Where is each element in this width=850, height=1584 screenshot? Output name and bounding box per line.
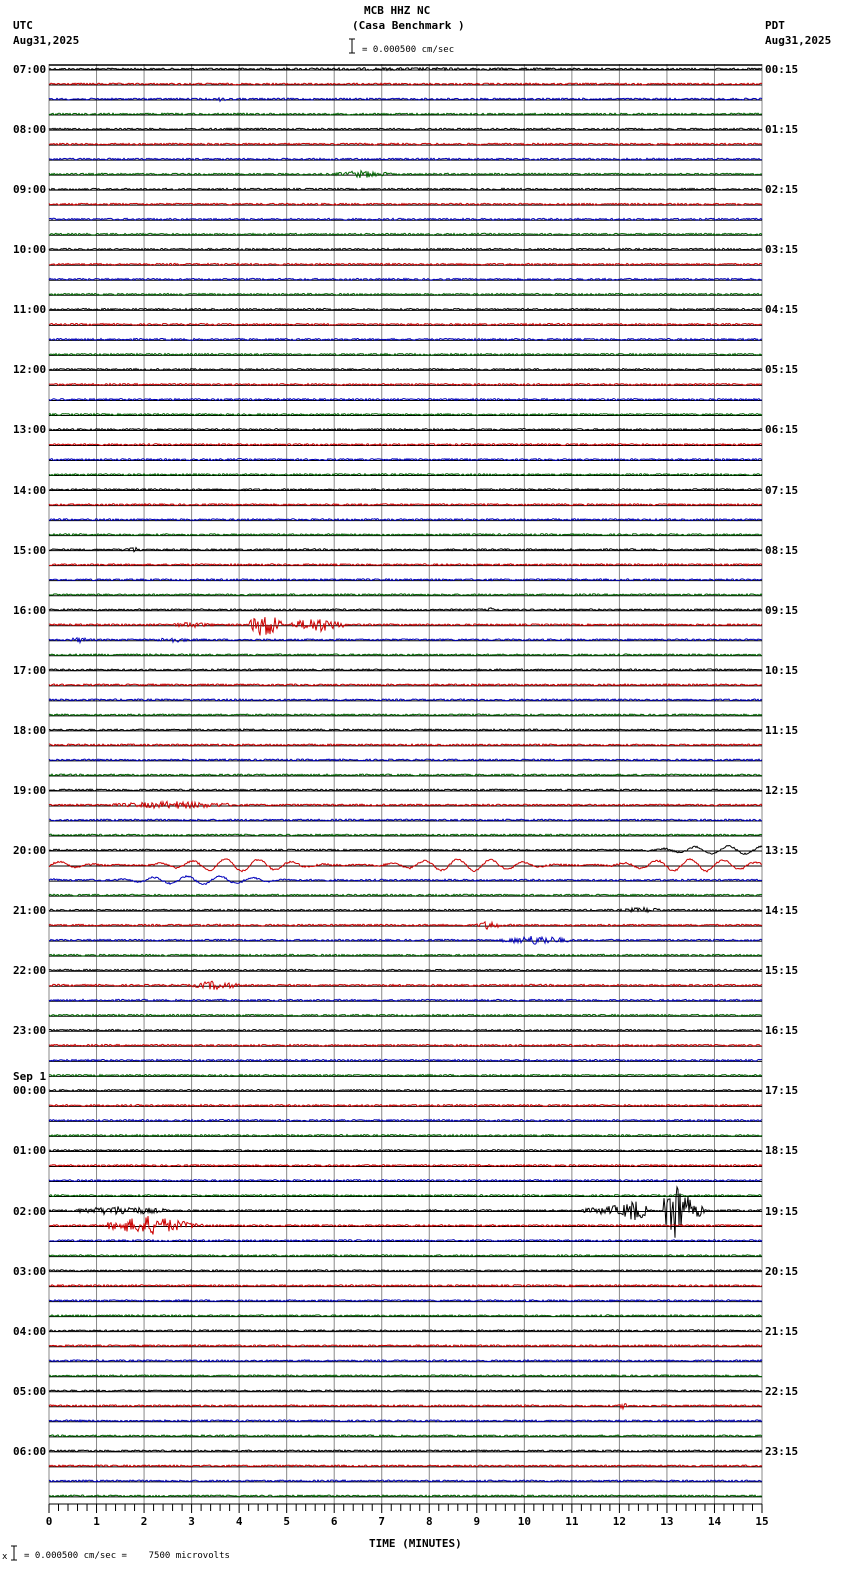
right-hour-label: 04:15 — [765, 303, 799, 317]
x-tick-label: 8 — [425, 1515, 433, 1528]
left-hour-label: 04:00 — [13, 1324, 47, 1338]
x-tick-label: 4 — [235, 1515, 243, 1528]
left-hour-label: 18:00 — [13, 723, 47, 737]
right-hour-label: 18:15 — [765, 1144, 799, 1158]
left-date: Aug31,2025 — [13, 34, 80, 47]
left-hour-label: 13:00 — [13, 423, 47, 437]
right-hour-label: 15:15 — [765, 964, 799, 978]
right-hour-label: 05:15 — [765, 363, 799, 377]
right-hour-label: 23:15 — [765, 1444, 799, 1458]
right-hour-label: 22:15 — [765, 1384, 799, 1398]
footer-scale-text: = 0.000500 cm/sec = 7500 microvolts — [24, 1551, 230, 1561]
right-hour-label: 08:15 — [765, 543, 799, 557]
left-hour-label: 09:00 — [13, 183, 47, 197]
left-hour-label: 14:00 — [13, 483, 47, 497]
x-tick-label: 11 — [565, 1515, 579, 1528]
left-hour-label: 11:00 — [13, 303, 47, 317]
right-hour-label: 07:15 — [765, 483, 799, 497]
right-date: Aug31,2025 — [765, 34, 832, 47]
left-hour-label: 20:00 — [13, 844, 47, 858]
left-hour-label: 15:00 — [13, 543, 47, 557]
footer-scale-bar-icon — [11, 1545, 17, 1561]
date-marker: Sep 1 — [13, 1070, 47, 1084]
left-hour-label: 17:00 — [13, 663, 47, 677]
left-hour-label: 05:00 — [13, 1384, 47, 1398]
left-hour-label: 03:00 — [13, 1264, 47, 1278]
right-hour-label: 02:15 — [765, 183, 799, 197]
left-hour-label: 21:00 — [13, 904, 47, 918]
right-hour-label: 06:15 — [765, 423, 799, 437]
x-tick-label: 0 — [45, 1515, 53, 1528]
left-hour-label: 01:00 — [13, 1144, 47, 1158]
x-tick-label: 2 — [140, 1515, 148, 1528]
left-hour-label: 08:00 — [13, 123, 47, 137]
right-hour-label: 16:15 — [765, 1024, 799, 1038]
right-hour-label: 03:15 — [765, 243, 799, 257]
left-hour-label: 16:00 — [13, 603, 47, 617]
left-hour-label: 10:00 — [13, 243, 47, 257]
right-hour-label: 00:15 — [765, 63, 799, 76]
right-hour-label: 14:15 — [765, 904, 799, 918]
left-hour-label: 07:00 — [13, 63, 47, 76]
scale-label: = 0.000500 cm/sec — [362, 45, 455, 55]
scale-bar-icon — [349, 38, 355, 54]
left-timezone: UTC — [13, 19, 33, 32]
right-hour-label: 20:15 — [765, 1264, 799, 1278]
x-tick-label: 9 — [473, 1515, 481, 1528]
x-tick-label: 14 — [707, 1515, 722, 1528]
x-tick-label: 13 — [660, 1515, 674, 1528]
left-hour-label: 23:00 — [13, 1024, 47, 1038]
right-hour-label: 17:15 — [765, 1084, 799, 1098]
footer-prefix: x — [2, 1552, 8, 1562]
left-hour-label: 19:00 — [13, 783, 47, 797]
x-tick-label: 10 — [517, 1515, 531, 1528]
x-tick-label: 15 — [755, 1515, 769, 1528]
left-hour-label: 02:00 — [13, 1204, 47, 1218]
x-tick-label: 6 — [330, 1515, 338, 1528]
right-timezone: PDT — [765, 19, 785, 32]
right-hour-label: 21:15 — [765, 1324, 799, 1338]
x-axis-title: TIME (MINUTES) — [369, 1537, 462, 1550]
left-hour-label: 00:00 — [13, 1084, 47, 1098]
left-hour-label: 06:00 — [13, 1444, 47, 1458]
right-hour-label: 01:15 — [765, 123, 799, 137]
right-hour-label: 12:15 — [765, 783, 799, 797]
x-tick-label: 1 — [93, 1515, 100, 1528]
station-location: (Casa Benchmark ) — [352, 19, 465, 32]
x-tick-label: 5 — [283, 1515, 290, 1528]
right-hour-label: 10:15 — [765, 663, 799, 677]
x-tick-label: 7 — [378, 1515, 386, 1528]
right-hour-label: 13:15 — [765, 844, 799, 858]
x-tick-label: 12 — [612, 1515, 627, 1528]
station-title: MCB HHZ NC — [364, 4, 431, 17]
left-hour-label: 22:00 — [13, 964, 47, 978]
right-hour-label: 11:15 — [765, 723, 799, 737]
x-tick-label: 3 — [188, 1515, 195, 1528]
right-hour-label: 19:15 — [765, 1204, 799, 1218]
left-hour-label: 12:00 — [13, 363, 47, 377]
right-hour-label: 09:15 — [765, 603, 799, 617]
